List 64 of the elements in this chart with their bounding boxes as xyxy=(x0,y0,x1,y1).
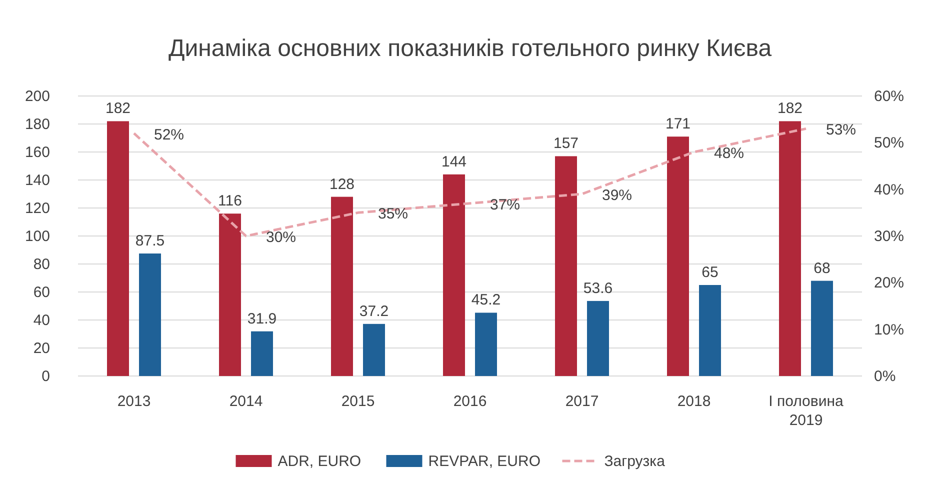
bar xyxy=(667,136,689,376)
bar xyxy=(443,174,465,376)
y2-tick-label: 20% xyxy=(874,274,904,292)
y-tick-label: 100 xyxy=(24,228,50,245)
data-label: 182 xyxy=(105,100,131,118)
data-label: 116 xyxy=(218,192,242,210)
y-tick-label: 60 xyxy=(33,284,50,301)
x-tick-label: I половина 2019 xyxy=(768,393,844,429)
y2-tick-label: 40% xyxy=(874,181,904,198)
y2-tick-label: 30% xyxy=(874,228,904,245)
chart-title: Динаміка основних показників готельного ринку Києва xyxy=(168,35,772,62)
x-tick-label: 2013 xyxy=(117,393,151,410)
x-tick-label: 2018 xyxy=(677,393,711,410)
y2-tick-label: 10% xyxy=(874,321,904,338)
data-label: 157 xyxy=(553,135,579,152)
x-tick-label: 2014 xyxy=(229,393,263,410)
y-tick-label: 120 xyxy=(24,200,50,217)
data-label: 87.5 xyxy=(135,232,165,250)
data-label: 68 xyxy=(814,260,830,277)
y-tick-label: 40 xyxy=(33,312,50,329)
bar xyxy=(699,285,721,376)
data-label: 48% xyxy=(714,145,744,162)
data-label: 37% xyxy=(490,196,520,214)
data-label: 182 xyxy=(777,100,803,118)
bar xyxy=(219,214,241,376)
y-tick-label: 80 xyxy=(33,256,50,273)
bar xyxy=(251,331,273,376)
bar xyxy=(331,196,353,376)
data-label: 65 xyxy=(702,264,718,281)
data-label: 37.2 xyxy=(359,302,389,320)
bar xyxy=(475,312,497,376)
data-label: 128 xyxy=(329,176,355,193)
data-label: 144 xyxy=(441,153,467,170)
x-tick-label: 2015 xyxy=(341,393,375,410)
data-label: 30% xyxy=(266,229,296,246)
y-tick-label: 140 xyxy=(24,172,50,189)
bar xyxy=(139,254,161,376)
y2-tick-label: 60% xyxy=(874,88,904,105)
data-label: 45.2 xyxy=(471,292,501,309)
legend-label: REVPAR, EURO xyxy=(428,453,540,470)
y-tick-label: 160 xyxy=(24,144,50,161)
data-label: 35% xyxy=(378,206,408,223)
y-tick-label: 200 xyxy=(24,88,50,105)
bar xyxy=(107,121,129,376)
bar xyxy=(779,121,801,376)
bar xyxy=(555,156,577,376)
data-label: 39% xyxy=(602,187,632,204)
y-tick-label: 20 xyxy=(33,340,50,357)
legend-label: Загрузка xyxy=(604,453,666,470)
bar xyxy=(363,324,385,376)
data-label: 171 xyxy=(665,116,691,133)
x-tick-label: 2017 xyxy=(565,393,599,410)
bar xyxy=(811,280,833,376)
y-tick-label: 180 xyxy=(24,116,50,133)
data-label: 52% xyxy=(154,126,184,144)
data-label: 53.6 xyxy=(583,280,613,297)
legend-label: ADR, EURO xyxy=(278,453,362,470)
y2-tick-label: 0% xyxy=(874,368,896,385)
x-tick-label: 2016 xyxy=(453,393,487,410)
data-label: 53% xyxy=(826,122,856,139)
bar xyxy=(587,300,609,376)
data-label: 31.9 xyxy=(247,310,277,328)
y2-tick-label: 50% xyxy=(874,134,904,152)
y-tick-label: 0 xyxy=(42,368,50,385)
